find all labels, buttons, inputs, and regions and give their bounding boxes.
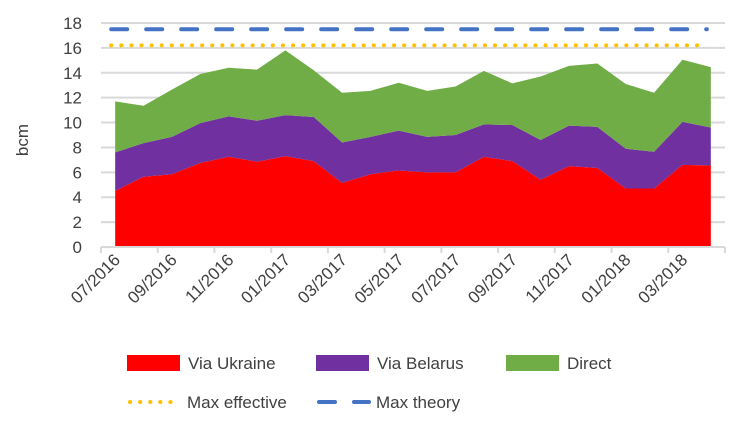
legend-label: Max theory [376,393,461,412]
area-direct [115,50,711,153]
area-via-ukraine [115,156,711,247]
y-tick-label: 4 [73,188,82,207]
x-tick-label: 01/2018 [578,250,635,307]
x-tick-label: 05/2017 [351,250,408,307]
legend-label: Via Belarus [377,354,464,373]
y-tick-label: 14 [63,64,82,83]
legend-label: Max effective [187,393,287,412]
legend-swatch [127,355,180,371]
legend-swatch [316,355,369,371]
area-via-belarus [115,115,711,191]
y-tick-label: 10 [63,114,82,133]
x-tick-label: 07/2016 [67,250,124,307]
y-tick-label: 8 [73,138,82,157]
legend: Via Ukraine Via Belarus Direct Max effectiv… [127,354,612,412]
y-tick-label: 12 [63,89,82,108]
y-tick-label: 16 [63,39,82,58]
x-tick-label: 11/2017 [522,250,578,306]
area-series [115,50,711,247]
y-axis-label: bcm [13,124,32,156]
x-tick-label: 11/2016 [181,250,237,306]
x-tick-label: 07/2017 [407,250,464,307]
y-tick-label: 0 [73,238,82,257]
y-tick-label: 2 [73,213,82,232]
x-tick-label: 03/2018 [634,250,691,307]
y-tick-label: 6 [73,163,82,182]
x-tick-label: 09/2017 [464,250,521,307]
legend-label: Via Ukraine [188,354,276,373]
x-tick-label: 03/2017 [294,250,351,307]
y-tick-label: 18 [63,14,82,33]
reference-lines [109,27,709,48]
x-tick-label: 01/2017 [237,250,294,307]
legend-swatch [506,355,559,371]
legend-label: Direct [567,354,612,373]
x-tick-label: 09/2016 [124,250,181,307]
